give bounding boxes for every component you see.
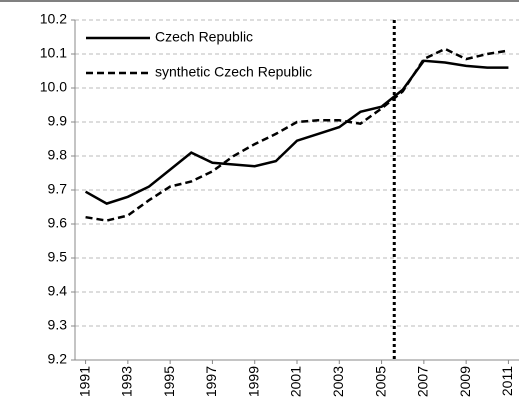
series-line xyxy=(85,47,509,222)
x-tick-label: 1995 xyxy=(161,366,177,397)
y-tick-label: 10.1 xyxy=(40,45,67,61)
x-tick-label: 2003 xyxy=(330,366,346,397)
series-line xyxy=(84,59,509,205)
y-tick-label: 9.4 xyxy=(48,283,68,299)
x-tick-label: 1999 xyxy=(245,366,261,397)
y-tick-label: 9.7 xyxy=(48,181,68,197)
y-tick-label: 10.2 xyxy=(40,11,67,27)
y-tick-label: 9.9 xyxy=(48,113,68,129)
y-tick-label: 9.5 xyxy=(48,249,68,265)
x-tick-label: 1991 xyxy=(76,366,92,397)
x-tick-label: 2011 xyxy=(499,366,515,396)
x-tick-label: 2009 xyxy=(457,366,473,397)
legend-bg xyxy=(80,61,310,85)
x-tick-label: 1997 xyxy=(203,366,219,397)
x-tick-label: 2007 xyxy=(415,366,431,397)
x-tick-label: 2005 xyxy=(372,366,388,397)
y-tick-label: 9.3 xyxy=(48,317,68,333)
y-tick-label: 9.6 xyxy=(48,215,68,231)
y-tick-label: 9.8 xyxy=(48,147,68,163)
y-tick-label: 10.0 xyxy=(40,79,67,95)
x-tick-label: 1993 xyxy=(119,366,135,397)
legend-label: Czech Republic xyxy=(155,29,253,45)
legend-label: synthetic Czech Republic xyxy=(155,64,312,80)
y-tick-label: 9.2 xyxy=(48,351,68,367)
x-tick-label: 2001 xyxy=(288,366,304,397)
